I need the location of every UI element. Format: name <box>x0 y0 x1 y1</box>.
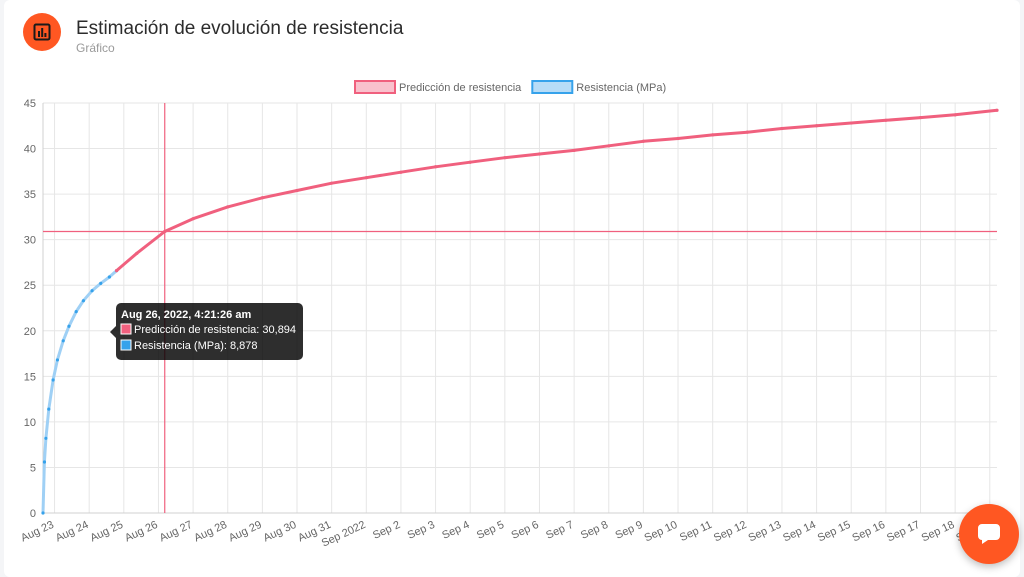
chat-bubble-icon <box>978 524 1000 544</box>
tooltip-box <box>116 303 303 360</box>
chat-button[interactable] <box>959 504 1019 564</box>
data-point <box>849 121 853 125</box>
data-point <box>433 165 438 169</box>
x-tick-label: Sep 18 <box>920 519 957 545</box>
x-tick-label: Aug 23 <box>19 519 56 545</box>
data-point <box>47 407 51 411</box>
legend-swatch <box>354 80 396 94</box>
y-tick-label: 10 <box>24 417 36 429</box>
data-point <box>295 188 299 193</box>
data-point <box>51 378 55 382</box>
x-tick-label: Sep 10 <box>643 519 680 545</box>
data-point <box>67 324 71 328</box>
data-point <box>55 358 60 362</box>
tooltip-line: Resistencia (MPa): 8,878 <box>134 340 258 352</box>
data-point <box>364 176 368 180</box>
y-tick-label: 45 <box>24 98 36 110</box>
x-tick-label: Sep 17 <box>885 519 922 545</box>
bar-chart-icon <box>23 13 61 51</box>
y-tick-label: 5 <box>30 462 36 474</box>
x-tick-label: Aug 28 <box>192 519 229 545</box>
data-point <box>61 339 65 343</box>
chart-card: Estimación de evolución de resistencia G… <box>4 0 1020 577</box>
data-point <box>814 124 819 128</box>
data-point <box>468 160 472 164</box>
data-point <box>226 205 230 209</box>
data-point <box>99 281 103 285</box>
data-point <box>191 217 195 221</box>
x-tick-label: Sep 3 <box>406 519 437 542</box>
data-point <box>572 148 576 152</box>
data-point <box>676 136 680 141</box>
data-point <box>107 275 111 279</box>
page-subtitle: Gráfico <box>76 41 115 55</box>
data-point <box>399 170 403 174</box>
data-point <box>995 108 999 112</box>
y-tick-label: 0 <box>30 508 36 520</box>
legend-label: Predicción de resistencia <box>399 82 522 94</box>
data-point <box>74 310 78 314</box>
x-tick-label: Aug 30 <box>262 519 299 545</box>
data-point <box>81 299 86 303</box>
y-tick-label: 15 <box>24 371 36 383</box>
y-tick-label: 30 <box>24 235 36 247</box>
x-tick-label: Sep 15 <box>816 519 853 545</box>
y-tick-label: 20 <box>24 326 36 338</box>
x-tick-label: Sep 6 <box>510 519 541 542</box>
x-tick-label: Sep 14 <box>781 519 818 545</box>
data-point <box>641 139 645 143</box>
data-point <box>135 251 139 255</box>
x-tick-label: Aug 26 <box>123 519 160 545</box>
data-point <box>115 269 119 273</box>
data-point <box>780 126 784 131</box>
data-point <box>44 436 48 440</box>
x-tick-label: Sep 5 <box>475 519 506 542</box>
x-tick-label: Sep 13 <box>747 519 784 545</box>
y-tick-label: 25 <box>24 280 36 292</box>
data-point <box>90 289 94 293</box>
x-tick-label: Sep 2 <box>371 519 402 542</box>
data-point <box>41 511 45 515</box>
page-title: Estimación de evolución de resistencia <box>76 18 404 39</box>
data-point <box>607 144 611 148</box>
legend-label: Resistencia (MPa) <box>576 82 666 94</box>
x-tick-label: Sep 9 <box>614 519 645 542</box>
x-tick-label: Sep 16 <box>850 519 887 545</box>
data-point <box>330 181 334 185</box>
data-point <box>42 460 47 464</box>
x-tick-label: Aug 27 <box>158 519 195 545</box>
x-tick-label: Sep 12 <box>712 519 749 545</box>
x-tick-label: Aug 24 <box>54 519 91 545</box>
series-line <box>115 108 999 273</box>
data-point <box>884 118 888 122</box>
data-point <box>953 113 957 117</box>
x-tick-label: Sep 4 <box>440 519 471 542</box>
x-tick-label: Aug 25 <box>88 519 125 545</box>
x-tick-label: Sep 7 <box>544 519 575 542</box>
y-tick-label: 40 <box>24 144 36 156</box>
tooltip-title: Aug 26, 2022, 4:21:26 am <box>121 309 251 321</box>
x-tick-label: Aug 29 <box>227 519 264 545</box>
data-point <box>537 152 542 156</box>
legend-swatch <box>531 80 574 94</box>
x-tick-label: Sep 8 <box>579 519 610 542</box>
series-line <box>41 269 119 515</box>
data-point <box>918 115 923 120</box>
data-point <box>711 133 715 137</box>
data-point <box>260 196 264 200</box>
x-tick-label: Sep 11 <box>678 519 714 544</box>
tooltip-caret <box>110 326 116 338</box>
tooltip-swatch <box>120 323 132 335</box>
y-tick-label: 35 <box>24 189 36 201</box>
data-point <box>503 156 507 160</box>
tooltip-line: Predicción de resistencia: 30,894 <box>134 324 296 336</box>
tooltip-swatch <box>120 339 132 351</box>
data-point <box>745 130 749 134</box>
